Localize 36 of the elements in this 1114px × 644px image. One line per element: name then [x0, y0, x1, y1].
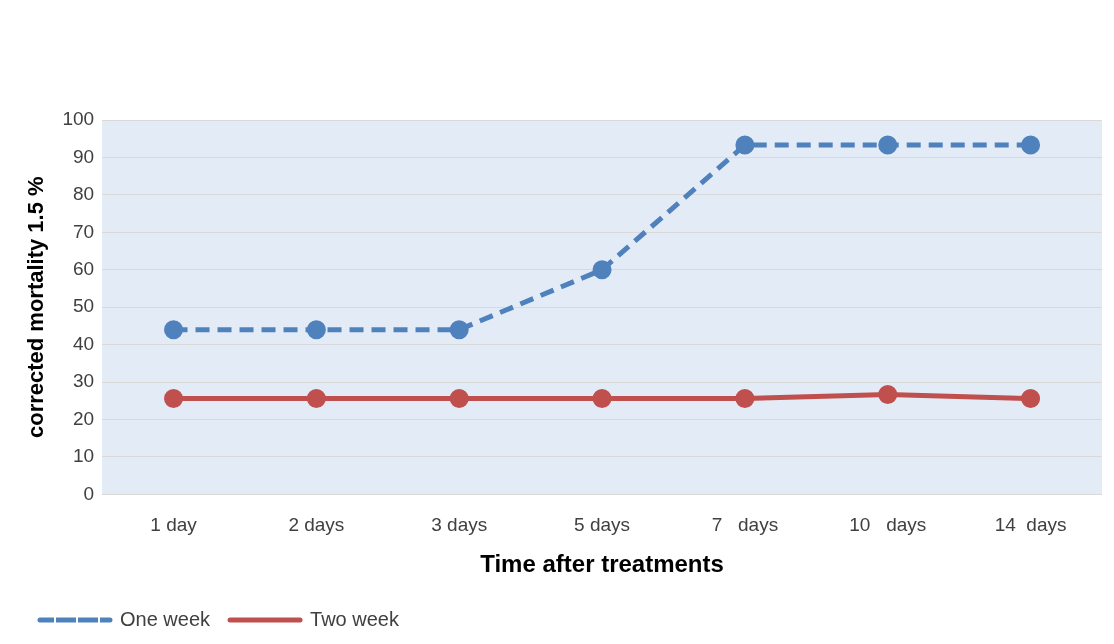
- point: [735, 389, 755, 409]
- y-tick-label: 40: [72, 332, 95, 354]
- point: [306, 389, 326, 409]
- x-tick-label: 2 days: [288, 514, 345, 536]
- x-tick-label: 3 days: [431, 514, 488, 536]
- point: [735, 135, 755, 155]
- point: [878, 135, 898, 155]
- legend-label: One week: [120, 607, 212, 630]
- point: [1021, 389, 1041, 409]
- point: [878, 384, 898, 404]
- y-tick-label: 20: [72, 407, 95, 429]
- y-tick-label: 90: [72, 145, 95, 167]
- y-tick-label: 30: [72, 370, 95, 392]
- point: [1021, 135, 1041, 155]
- y-axis-title: corrected mortality 1.5 %: [23, 176, 49, 439]
- y-tick-label: 50: [72, 295, 95, 317]
- y-tick-label: 70: [72, 220, 95, 242]
- x-tick-label: 14 days: [994, 514, 1067, 536]
- x-tick-label: 7 days: [711, 514, 779, 536]
- legend-label: Two week: [310, 607, 400, 630]
- point: [164, 320, 184, 340]
- y-tick-label: 0: [83, 482, 95, 504]
- x-tick-label: 5 days: [574, 514, 631, 536]
- y-tick-label: 80: [72, 183, 95, 205]
- y-tick-label: 100: [62, 108, 95, 130]
- point: [449, 320, 469, 340]
- y-tick-label: 60: [72, 257, 95, 279]
- x-tick-label: 10 days: [849, 514, 927, 536]
- x-axis-title: Time after treatments: [480, 550, 724, 578]
- point: [592, 389, 612, 409]
- point: [164, 389, 184, 409]
- y-tick-label: 10: [72, 445, 95, 467]
- point: [592, 260, 612, 280]
- point: [306, 320, 326, 340]
- point: [449, 389, 469, 409]
- x-tick-label: 1 day: [150, 514, 198, 536]
